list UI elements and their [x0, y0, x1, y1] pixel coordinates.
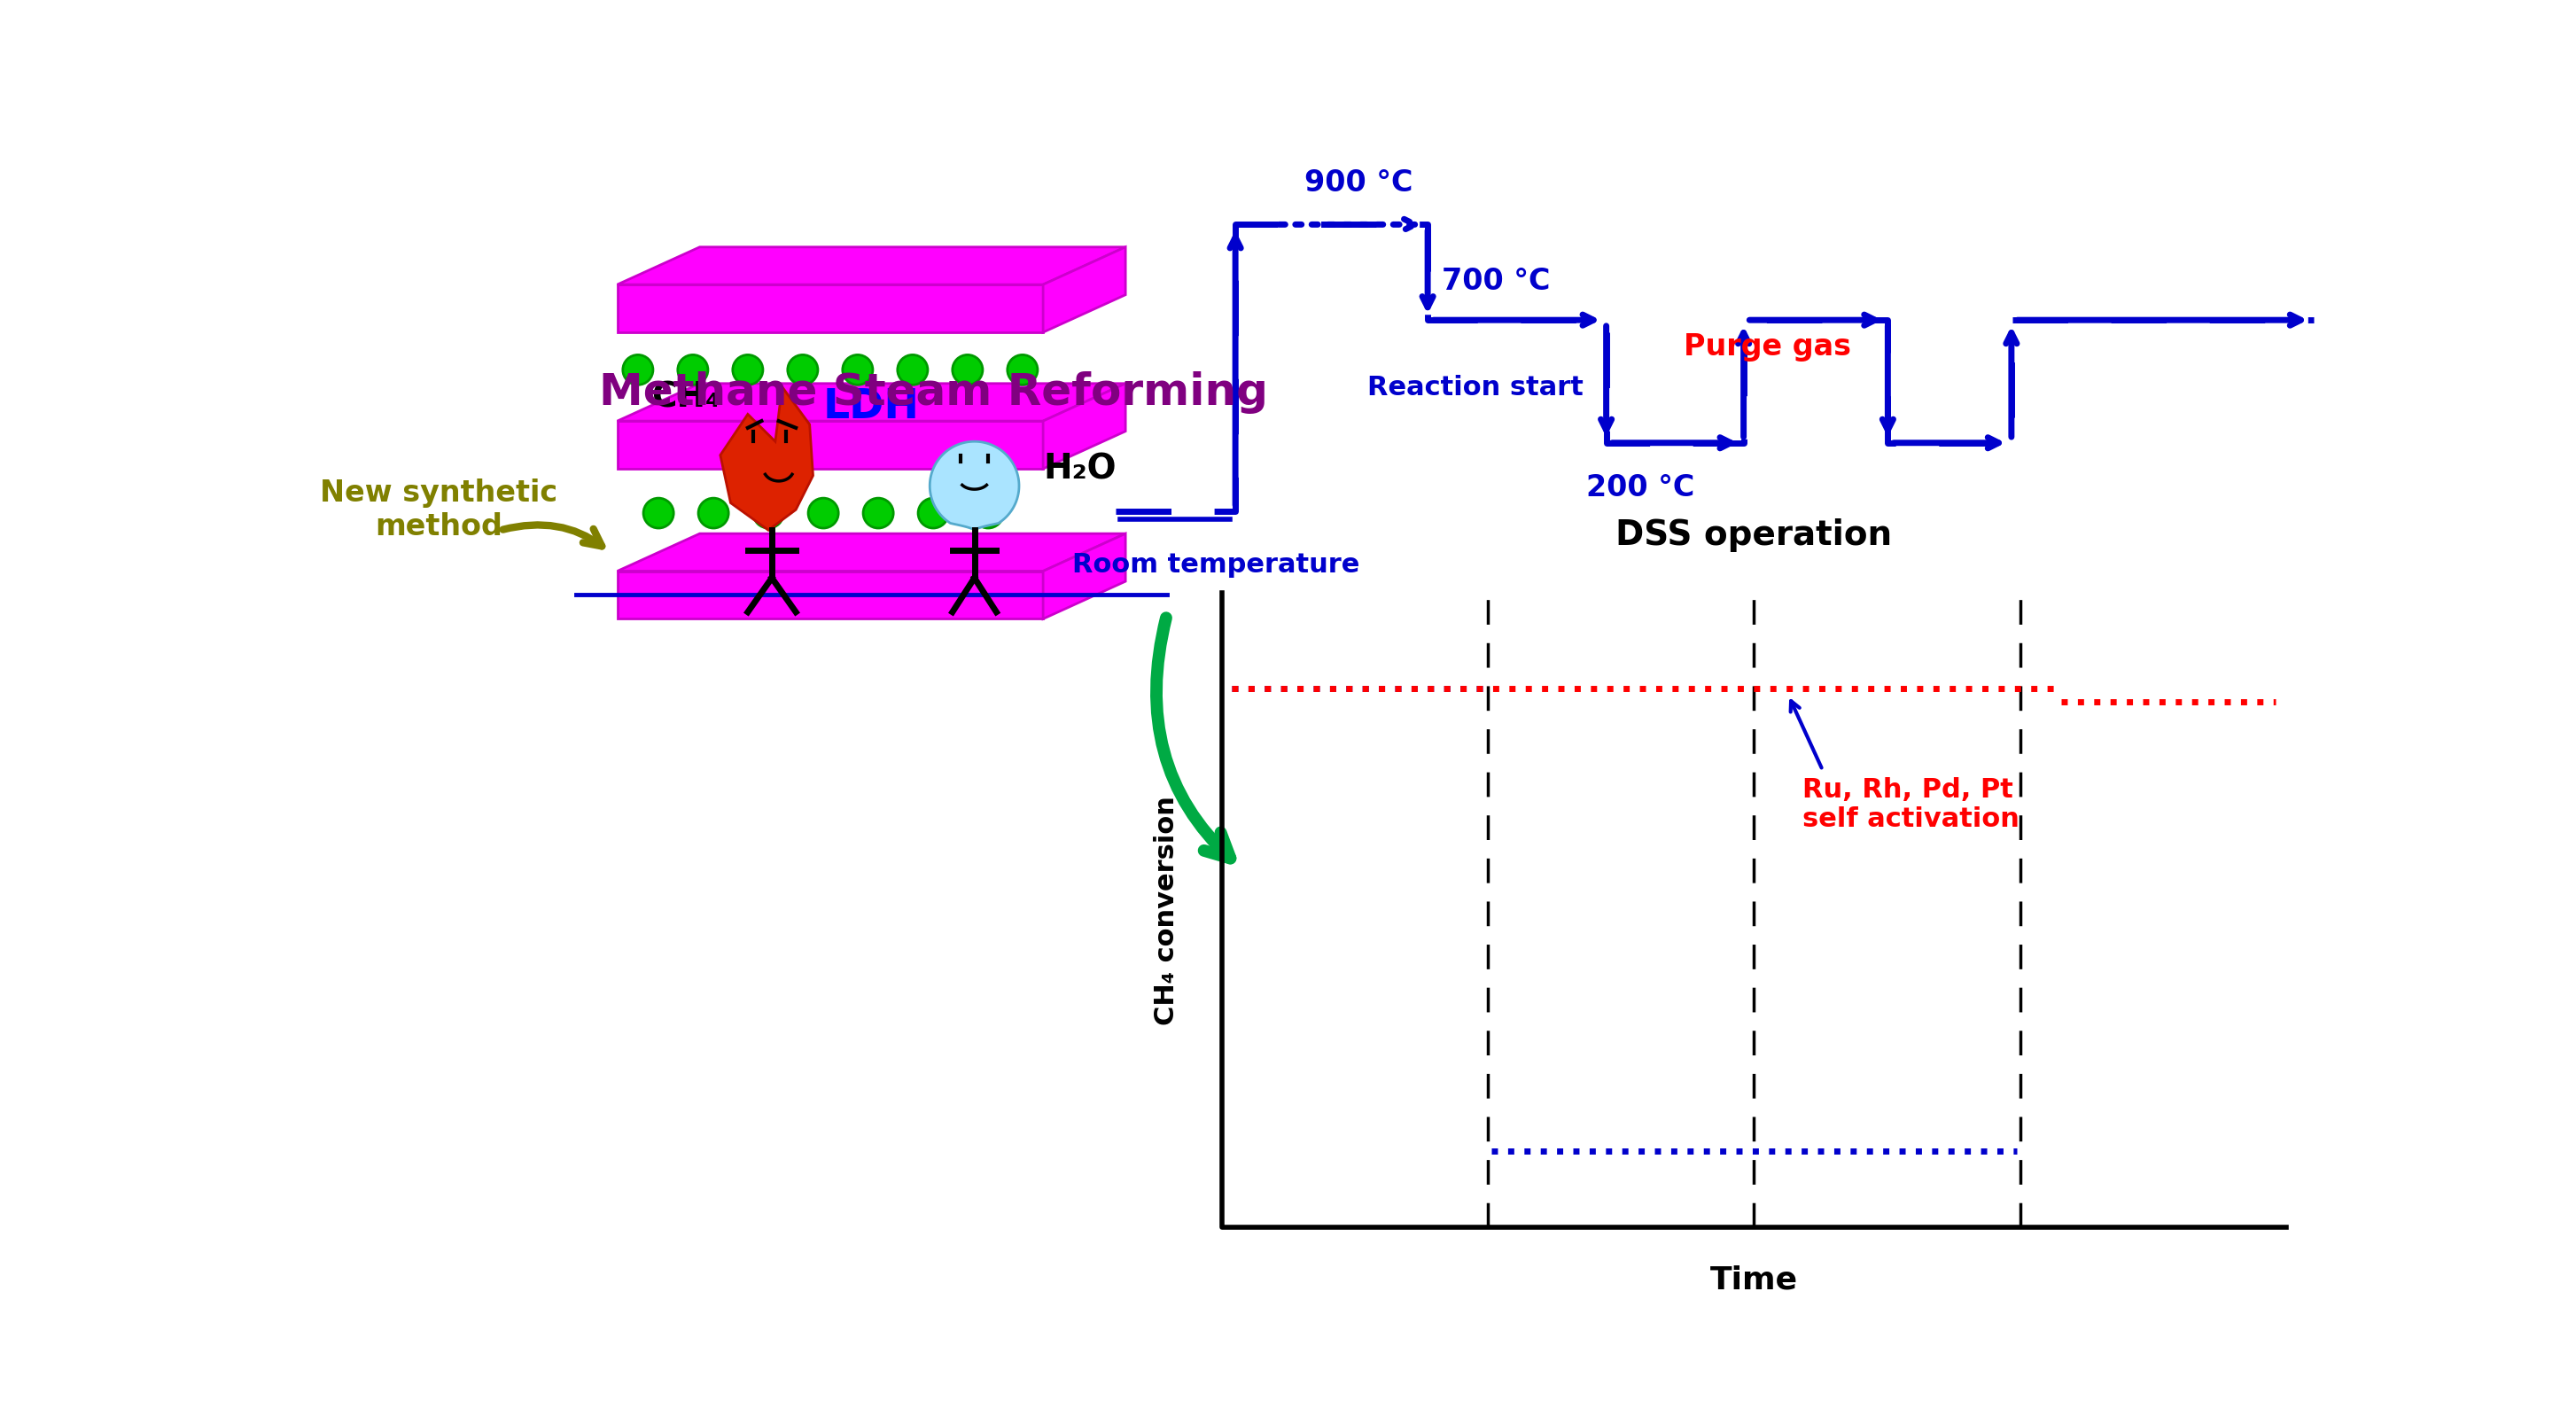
- Text: Time: Time: [1710, 1264, 1798, 1296]
- Circle shape: [788, 355, 817, 385]
- Polygon shape: [1043, 246, 1126, 333]
- Circle shape: [917, 498, 948, 528]
- Text: 900 °C: 900 °C: [1303, 169, 1412, 197]
- Circle shape: [698, 498, 729, 528]
- Text: Ru, Rh, Pd, Pt
self activation: Ru, Rh, Pd, Pt self activation: [1803, 777, 2020, 833]
- Polygon shape: [618, 534, 1126, 571]
- Polygon shape: [618, 246, 1126, 285]
- Circle shape: [732, 355, 762, 385]
- Text: H₂O: H₂O: [1043, 452, 1115, 486]
- Text: DSS operation: DSS operation: [1615, 518, 1893, 552]
- Text: Methane Steam Reforming: Methane Steam Reforming: [598, 371, 1267, 415]
- Circle shape: [623, 355, 654, 385]
- Text: New synthetic
method: New synthetic method: [319, 479, 556, 541]
- Circle shape: [842, 355, 873, 385]
- Text: 700 °C: 700 °C: [1443, 266, 1551, 296]
- Circle shape: [1007, 355, 1038, 385]
- Text: 200 °C: 200 °C: [1587, 473, 1695, 503]
- Circle shape: [677, 355, 708, 385]
- Circle shape: [896, 355, 927, 385]
- Polygon shape: [930, 442, 1020, 530]
- Text: CH₄: CH₄: [652, 381, 721, 413]
- Text: CH₄ conversion: CH₄ conversion: [1154, 796, 1180, 1025]
- Text: Purge gas: Purge gas: [1685, 333, 1852, 362]
- Circle shape: [863, 498, 894, 528]
- Text: Room temperature: Room temperature: [1072, 552, 1360, 578]
- Text: LDH: LDH: [824, 387, 920, 426]
- Polygon shape: [618, 285, 1043, 333]
- Polygon shape: [1043, 534, 1126, 619]
- Circle shape: [644, 498, 672, 528]
- Circle shape: [953, 355, 981, 385]
- Polygon shape: [721, 387, 814, 530]
- Polygon shape: [618, 571, 1043, 619]
- Circle shape: [809, 498, 837, 528]
- Circle shape: [974, 498, 1002, 528]
- Polygon shape: [618, 421, 1043, 469]
- Polygon shape: [618, 384, 1126, 421]
- Polygon shape: [1043, 384, 1126, 469]
- Circle shape: [752, 498, 783, 528]
- Text: Reaction start: Reaction start: [1368, 375, 1584, 401]
